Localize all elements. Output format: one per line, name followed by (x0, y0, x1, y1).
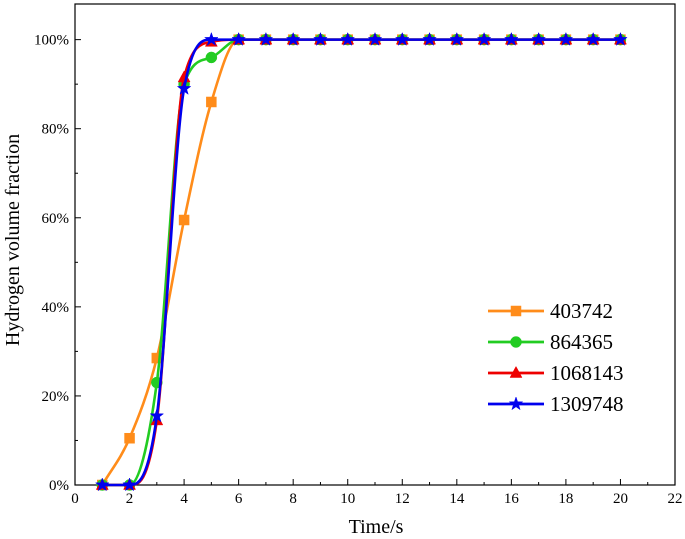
x-tick-label: 8 (289, 491, 297, 507)
x-tick-label: 6 (235, 491, 243, 507)
legend-item: 1309748 (488, 392, 624, 416)
x-tick-label: 16 (504, 491, 520, 507)
legend-marker (510, 305, 522, 317)
x-tick-label: 22 (668, 491, 683, 507)
y-tick-label: 100% (34, 33, 69, 49)
legend: 403742 864365 1068143 1309748 (488, 299, 624, 416)
y-axis-title: Hydrogen volume fraction (2, 134, 24, 346)
x-tick-label: 12 (395, 491, 410, 507)
data-point (176, 80, 192, 95)
x-tick-label: 10 (340, 491, 355, 507)
data-point (124, 432, 135, 444)
data-point (476, 31, 492, 46)
series-403742 (97, 34, 626, 491)
data-point (258, 31, 274, 46)
data-point (367, 31, 383, 46)
legend-label: 403742 (550, 299, 613, 323)
y-tick-label: 60% (42, 211, 70, 227)
data-point (394, 31, 410, 46)
x-tick-label: 4 (180, 491, 188, 507)
y-tick-label: 20% (42, 389, 70, 405)
data-point (422, 31, 437, 46)
data-point (206, 96, 217, 108)
x-tick-label: 0 (71, 491, 79, 507)
y-tick-label: 0% (49, 478, 69, 494)
legend-label: 1309748 (550, 392, 624, 416)
series-line (100, 38, 622, 487)
data-point (531, 31, 547, 46)
data-point (94, 477, 110, 492)
legend-item: 864365 (488, 330, 613, 354)
data-point (503, 31, 519, 46)
series-layer (94, 31, 628, 492)
legend-marker (508, 396, 524, 411)
legend-item: 403742 (488, 299, 613, 323)
data-point (558, 31, 574, 46)
legend-marker (510, 336, 522, 348)
x-tick-label: 14 (449, 491, 465, 507)
data-point (178, 214, 190, 226)
data-point (231, 31, 247, 46)
y-tick-label: 40% (42, 300, 70, 316)
data-point (203, 31, 219, 46)
data-point (585, 31, 601, 46)
series-1309748 (94, 31, 628, 492)
legend-label: 864365 (550, 330, 613, 354)
data-point (613, 31, 628, 46)
axes: 0 2 4 6 8 10 12 14 16 18 20 22 0% 20% 40% 60% 80% 100% (34, 3, 683, 507)
data-point (285, 31, 301, 46)
legend-item: 1068143 (488, 361, 624, 385)
data-point (205, 51, 218, 64)
data-point (149, 408, 165, 423)
x-tick-label: 20 (613, 491, 628, 507)
data-point (122, 477, 137, 492)
data-point (340, 31, 356, 46)
data-point (313, 31, 328, 46)
x-axis-title: Time/s (349, 516, 404, 538)
data-point (449, 31, 465, 46)
legend-label: 1068143 (550, 361, 624, 385)
y-tick-label: 80% (42, 122, 70, 138)
legend-marker (509, 365, 523, 378)
x-tick-label: 2 (126, 491, 134, 507)
x-tick-label: 18 (558, 491, 573, 507)
